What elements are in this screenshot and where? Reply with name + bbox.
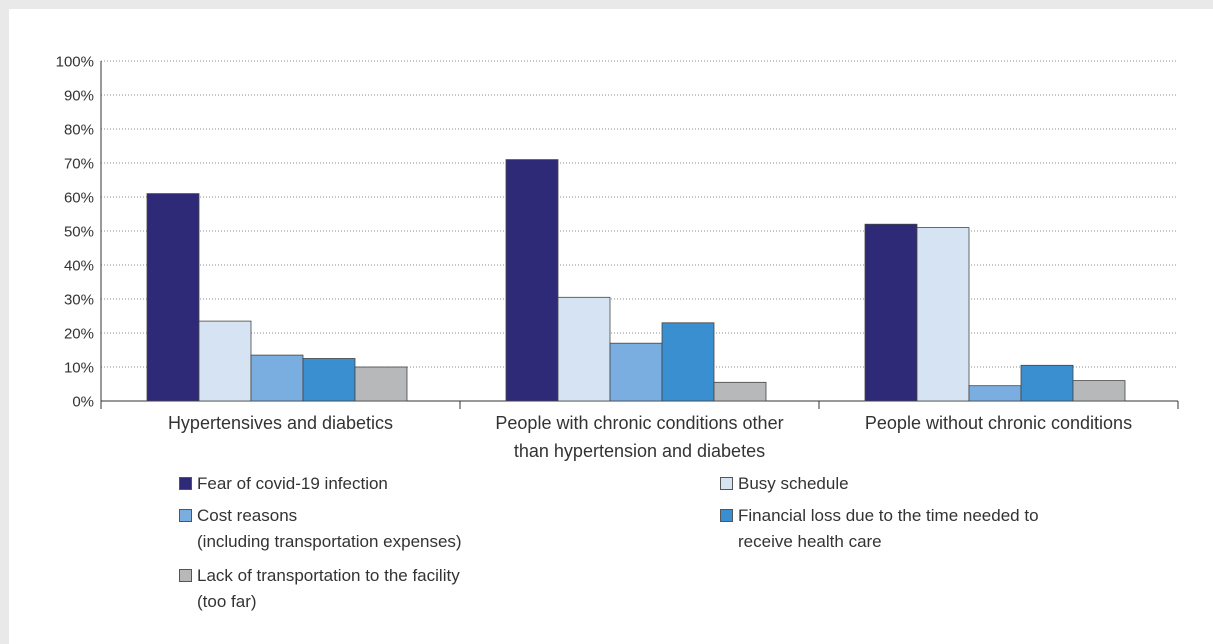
bar xyxy=(609,342,663,402)
category-label: Hypertensives and diabetics xyxy=(168,413,393,433)
y-tick-label: 80% xyxy=(64,122,94,139)
legend-label-line2: receive health care xyxy=(738,532,882,551)
legend-label: Busy schedule xyxy=(738,474,849,493)
bar xyxy=(557,296,611,402)
bar xyxy=(661,322,715,402)
category-label: People without chronic conditions xyxy=(865,413,1132,433)
y-tick-label: 10% xyxy=(64,360,94,377)
legend-item: Busy schedule xyxy=(720,471,849,497)
bar xyxy=(505,159,559,402)
y-tick-label: 60% xyxy=(64,190,94,207)
legend-swatch xyxy=(179,509,192,522)
bar xyxy=(250,354,304,402)
y-tick-label: 70% xyxy=(64,156,94,173)
legend-label-line2: (including transportation expenses) xyxy=(197,532,462,551)
bar xyxy=(968,385,1022,402)
legend-label: Fear of covid-19 infection xyxy=(197,474,388,493)
legend-swatch xyxy=(179,569,192,582)
y-tick-label: 30% xyxy=(64,292,94,309)
legend-label: Financial loss due to the time needed to xyxy=(738,506,1039,525)
legend-item: Lack of transportation to the facility (t… xyxy=(179,563,460,615)
legend-item: Financial loss due to the time needed to… xyxy=(720,503,1039,555)
y-tick-label: 0% xyxy=(72,394,94,411)
bar xyxy=(864,223,918,402)
y-tick-label: 20% xyxy=(64,326,94,343)
legend-swatch xyxy=(720,477,733,490)
bar xyxy=(198,320,252,402)
legend-label: Lack of transportation to the facility xyxy=(197,566,460,585)
y-tick-label: 40% xyxy=(64,258,94,275)
legend-swatch xyxy=(179,477,192,490)
y-tick-label: 100% xyxy=(56,54,94,71)
bar xyxy=(146,193,200,402)
legend-item: Fear of covid-19 infection xyxy=(179,471,388,497)
legend-label-line2: (too far) xyxy=(197,592,257,611)
bar xyxy=(302,358,356,402)
chart-frame: 0% 10% 20% 30% 40% 50% 60% 70% 80% 90% 100% Hyperte… xyxy=(9,9,1213,644)
legend-swatch xyxy=(720,509,733,522)
bar-chart: 0% 10% 20% 30% 40% 50% 60% 70% 80% 90% 100% Hyperte… xyxy=(56,54,1179,461)
y-tick-label: 50% xyxy=(64,224,94,241)
bar xyxy=(354,366,408,402)
category-label: than hypertension and diabetes xyxy=(514,441,765,461)
legend-label: Cost reasons xyxy=(197,506,298,525)
y-tick-label: 90% xyxy=(64,88,94,105)
category-label: People with chronic conditions other xyxy=(495,413,783,433)
bar xyxy=(713,381,767,402)
bar xyxy=(916,227,970,402)
legend-item: Cost reasons (including transportation ex… xyxy=(179,503,462,555)
bar xyxy=(1072,380,1126,402)
bar xyxy=(1020,364,1074,402)
